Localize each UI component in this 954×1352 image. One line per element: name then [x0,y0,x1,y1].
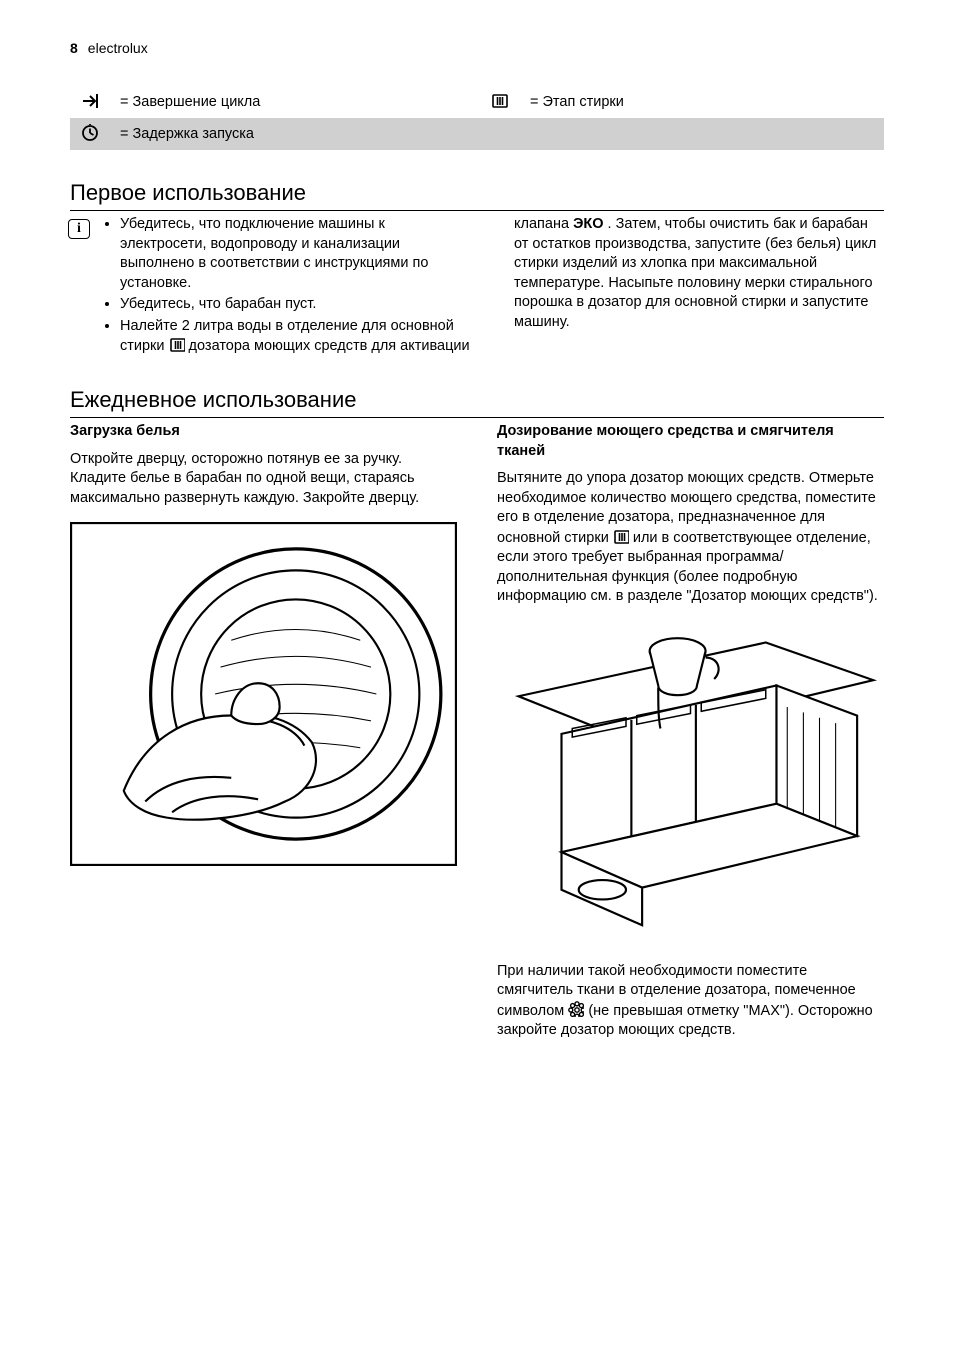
page-number: 8 [70,40,78,56]
first-use-bullet: Налейте 2 литра воды в отделение для осн… [120,317,474,357]
first-use-continuation: клапана ЭКО . Затем, чтобы очистить бак … [514,215,884,332]
page-header: 8 electrolux [70,40,884,56]
first-use-bullet: Убедитесь, что барабан пуст. [120,295,474,315]
subhead-load: Загрузка белья [70,422,457,442]
legend-row: = Задержка запуска [70,118,884,150]
dosing-text: Вытяните до упора дозатор моющих средств… [497,469,884,607]
page: 8 electrolux = Завершение цикла = Этап с… [0,0,954,1101]
arrow-end-icon [70,86,110,118]
softener-text: При наличии такой необходимости поместит… [497,962,884,1041]
legend-label: = Задержка запуска [110,118,480,150]
section-heading-daily-use: Ежедневное использование [70,387,884,418]
info-icon: i [68,219,90,239]
section-heading-first-use: Первое использование [70,180,884,211]
legend-row: = Завершение цикла = Этап стирки [70,86,884,118]
figure-detergent-drawer [497,621,884,944]
detergent-icon [480,86,520,118]
first-use-bullet: Убедитесь, что подключение машины к элек… [120,215,474,293]
legend-label: = Этап стирки [520,86,884,118]
first-use-bullets: Убедитесь, что подключение машины к элек… [104,215,474,357]
daily-use-columns: Загрузка белья Откройте дверцу, осторожн… [70,422,884,1041]
clock-icon [70,118,110,150]
load-text: Откройте дверцу, осторожно потянув ее за… [70,450,457,509]
legend-table: = Завершение цикла = Этап стирки = Задер… [70,86,884,150]
legend-label: = Завершение цикла [110,86,480,118]
first-use-block: i Убедитесь, что подключение машины к эл… [70,215,884,357]
brand-label: electrolux [88,40,148,56]
subhead-dosing: Дозирование моющего средства и смягчител… [497,422,884,461]
figure-load-drum [70,522,457,866]
